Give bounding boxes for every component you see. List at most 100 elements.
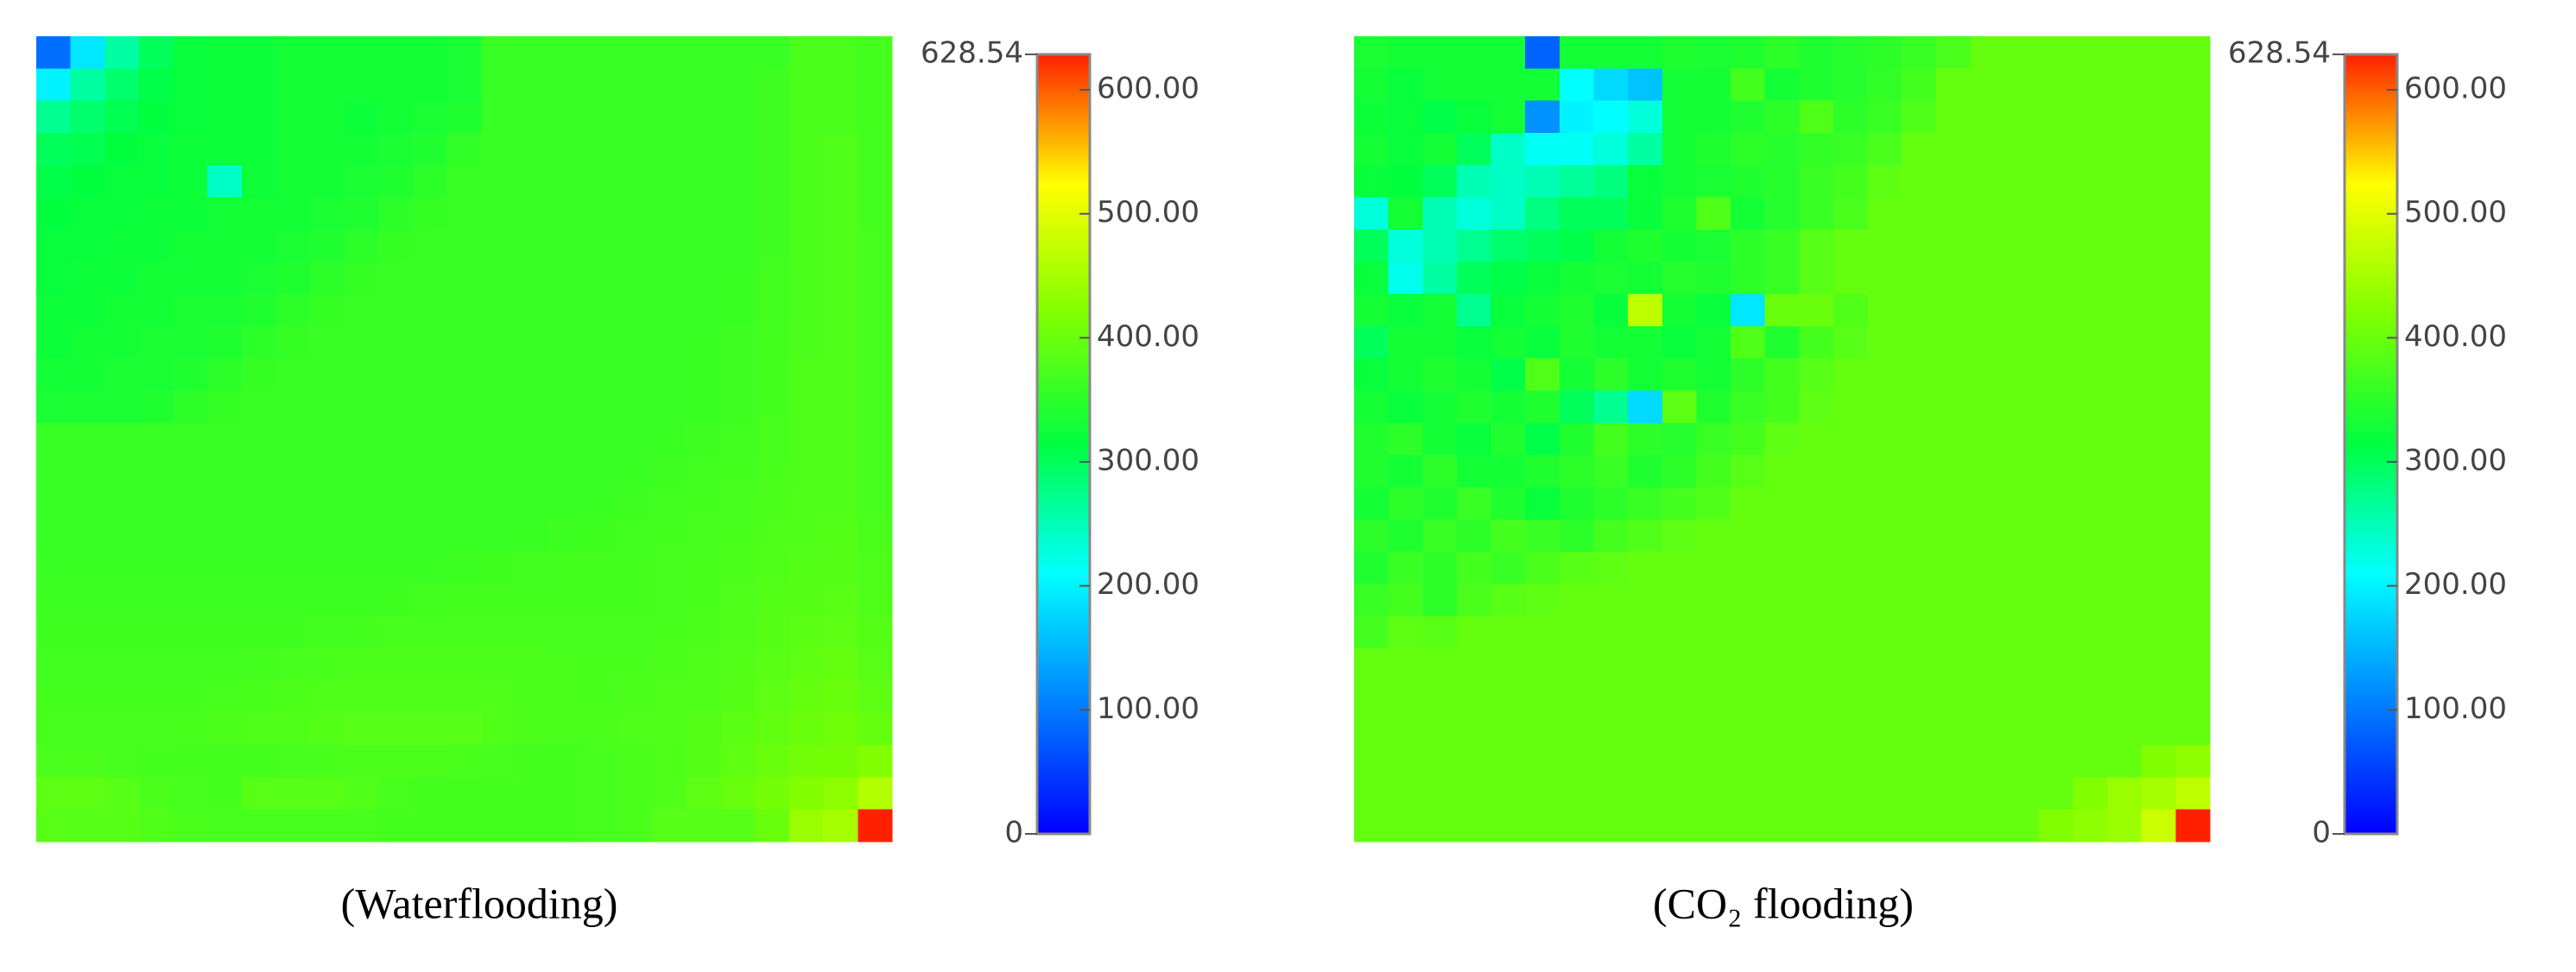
heatmap-cell	[858, 36, 893, 69]
heatmap-cell	[687, 648, 722, 681]
heatmap-cell	[1764, 165, 1800, 199]
heatmap-cell	[1799, 358, 1834, 392]
heatmap-cell	[1935, 455, 1972, 489]
heatmap-cell	[652, 165, 687, 199]
heatmap-cell	[1354, 358, 1389, 392]
heatmap-cell	[104, 615, 140, 649]
heatmap-cell	[1456, 390, 1492, 424]
heatmap-cell	[1867, 712, 1902, 746]
heatmap-cell	[2073, 712, 2108, 746]
heatmap-cell	[1935, 229, 1972, 262]
heatmap-cell	[1354, 262, 1389, 295]
heatmap-cell	[789, 422, 825, 456]
heatmap-cell	[70, 165, 105, 199]
heatmap-cell	[2038, 197, 2074, 230]
heatmap-cell	[2073, 165, 2108, 199]
heatmap-cell	[1593, 455, 1629, 489]
heatmap-cell	[413, 712, 448, 746]
heatmap-cell	[1491, 229, 1526, 262]
heatmap-cell	[1593, 777, 1629, 811]
heatmap-cell	[1731, 165, 1766, 199]
heatmap-cell	[823, 712, 858, 746]
heatmap-cell	[2107, 293, 2142, 327]
heatmap-cell	[1559, 680, 1595, 714]
heatmap-cell	[344, 36, 379, 69]
heatmap-cell	[1696, 777, 1731, 811]
heatmap-cell	[70, 712, 105, 746]
heatmap-cell	[2141, 36, 2176, 69]
heatmap-cell	[2175, 712, 2211, 746]
heatmap-cell	[1867, 197, 1902, 230]
heatmap-cell	[173, 552, 208, 585]
heatmap-cell	[2141, 325, 2176, 359]
heatmap-cell	[104, 36, 140, 69]
heatmap-cell	[858, 584, 893, 617]
heatmap-cell	[1628, 36, 1663, 69]
heatmap-cell	[755, 132, 790, 166]
heatmap-cell	[789, 197, 825, 230]
heatmap-cell	[36, 615, 72, 649]
heatmap-cell	[1559, 229, 1595, 262]
heatmap-cell	[515, 262, 551, 295]
heatmap-cell	[1731, 584, 1766, 617]
heatmap-cell	[104, 680, 140, 714]
heatmap-cell	[1388, 615, 1423, 649]
heatmap-cell	[1764, 132, 1800, 166]
heatmap-cell	[1696, 390, 1731, 424]
heatmap-cell	[138, 777, 174, 811]
heatmap-cell	[1832, 487, 1869, 521]
heatmap-cell	[1388, 777, 1423, 811]
heatmap-cell	[1764, 100, 1800, 134]
heatmap-cell	[446, 36, 482, 69]
heatmap-cell	[275, 422, 311, 456]
heatmap-cell	[104, 229, 140, 262]
heatmap-cell	[2038, 584, 2074, 617]
heatmap-cell	[687, 358, 722, 392]
heatmap-cell	[241, 358, 277, 392]
heatmap-cell	[1799, 487, 1834, 521]
heatmap-cell	[2073, 519, 2108, 552]
heatmap-cell	[2141, 584, 2176, 617]
heatmap-cell	[1456, 422, 1492, 456]
heatmap-cell	[2038, 455, 2074, 489]
heatmap-cell	[1832, 100, 1869, 134]
heatmap-cell	[310, 648, 345, 681]
heatmap-cell	[584, 680, 619, 714]
heatmap-cell	[515, 422, 551, 456]
heatmap-cell	[173, 68, 208, 102]
heatmap-cell	[1525, 615, 1560, 649]
heatmap-cell	[755, 487, 790, 521]
heatmap-cell	[789, 325, 825, 359]
heatmap-cell	[858, 132, 893, 166]
heatmap-cell	[515, 648, 551, 681]
heatmap-cell	[1525, 809, 1560, 843]
heatmap-cell	[2038, 745, 2074, 778]
heatmap-cell	[2141, 100, 2176, 134]
heatmap-cell	[1902, 809, 1937, 843]
heatmap-cell	[310, 615, 345, 649]
heatmap-cell	[2073, 358, 2108, 392]
heatmap-cell	[446, 100, 482, 134]
heatmap-cell	[481, 648, 516, 681]
heatmap-cell	[70, 325, 105, 359]
heatmap-cell	[687, 777, 722, 811]
heatmap-cell	[1491, 390, 1526, 424]
heatmap-cell	[36, 680, 72, 714]
heatmap-cell	[858, 262, 893, 295]
heatmap-cell	[755, 68, 790, 102]
heatmap-cell	[36, 262, 72, 295]
heatmap-cell	[617, 584, 654, 617]
heatmap-cell	[515, 132, 551, 166]
heatmap-cell	[1799, 36, 1834, 69]
heatmap-cell	[446, 229, 482, 262]
heatmap-cell	[413, 100, 448, 134]
heatmap-cell	[2107, 262, 2142, 295]
heatmap-cell	[446, 777, 482, 811]
heatmap-cell	[1456, 229, 1492, 262]
heatmap-cell	[173, 262, 208, 295]
heatmap-cell	[1388, 422, 1423, 456]
heatmap-cell	[1456, 165, 1492, 199]
heatmap-cell	[1661, 552, 1697, 585]
heatmap-cell	[2073, 680, 2108, 714]
heatmap-cell	[549, 358, 585, 392]
